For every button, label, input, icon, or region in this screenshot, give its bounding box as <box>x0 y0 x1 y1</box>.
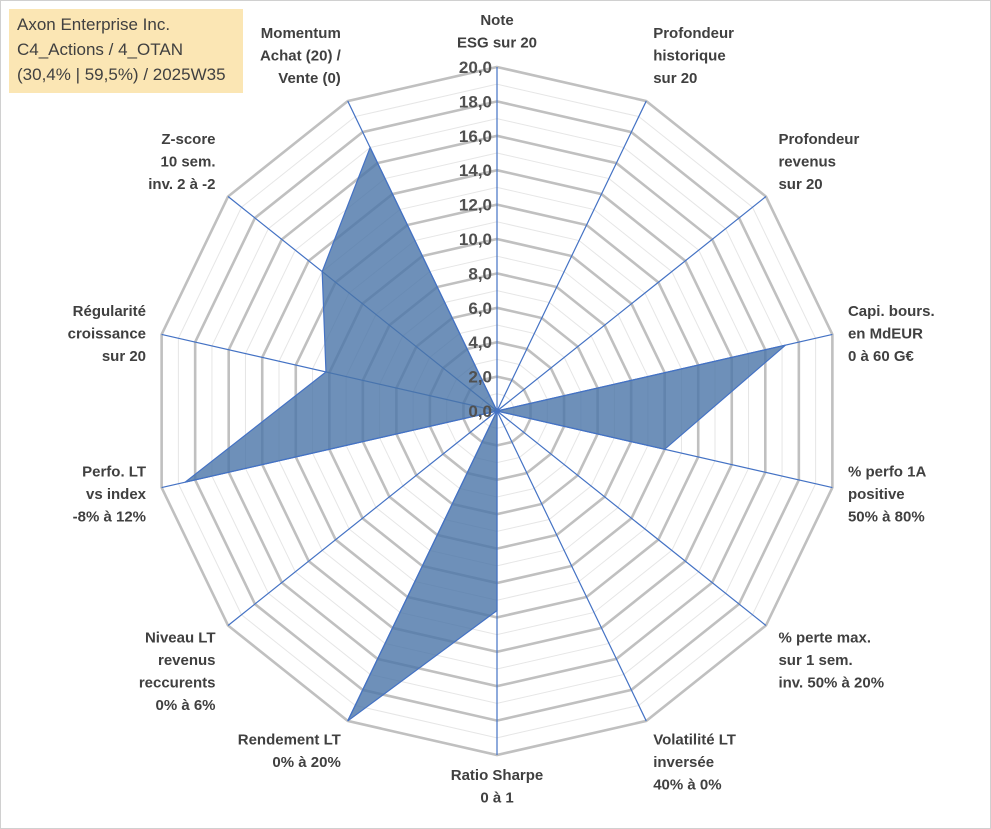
axis-label-line: Vente (0) <box>278 70 341 87</box>
tick-label: 14,0 <box>459 161 492 180</box>
axis-label: Volatilité LT inversée 40% à 0% <box>653 731 736 793</box>
axis-label-line: 50% à 80% <box>848 508 925 525</box>
axis-label-line: historique <box>653 48 726 65</box>
title-line-2: C4_Actions / 4_OTAN <box>17 40 183 59</box>
spoke-line <box>496 410 767 626</box>
axis-label-line: 40% à 0% <box>653 776 721 793</box>
axis-label-line: -8% à 12% <box>73 508 146 525</box>
axis-label-line: croissance <box>68 326 146 343</box>
axis-label: Rendement LT 0% à 20% <box>238 731 341 771</box>
axis-label: % perte max. sur 1 sem. inv. 50% à 20% <box>778 629 884 691</box>
axis-label-line: Note <box>480 12 513 29</box>
axis-label: Profondeur historique sur 20 <box>653 25 734 87</box>
axis-label-line: Rendement LT <box>238 731 341 748</box>
tick-label: 16,0 <box>459 127 492 146</box>
axis-label-line: Achat (20) / <box>260 48 342 65</box>
axis-label-line: % perte max. <box>778 629 871 646</box>
axis-label-line: vs index <box>86 486 147 503</box>
axis-label-line: Perfo. LT <box>82 463 146 480</box>
axis-label-line: % perfo 1A <box>848 463 927 480</box>
spoke-line <box>496 100 647 412</box>
axis-label: Niveau LT revenus reccurents 0% à 6% <box>139 629 216 714</box>
axis-label: Ratio Sharpe 0 à 1 <box>451 767 544 807</box>
axis-label-line: sur 20 <box>102 348 146 365</box>
axis-label-line: en MdEUR <box>848 326 923 343</box>
axis-label: Perfo. LT vs index -8% à 12% <box>73 463 147 525</box>
axis-label: Profondeur revenus sur 20 <box>778 131 859 193</box>
title-line-3: (30,4% | 59,5%) / 2025W35 <box>17 65 226 84</box>
series-layer <box>184 146 786 722</box>
axis-label-line: 0 à 60 G€ <box>848 348 915 365</box>
axis-label-line: inv. 2 à -2 <box>148 176 215 193</box>
axis-label-line: sur 20 <box>653 70 697 87</box>
axis-label: Z-score 10 sem. inv. 2 à -2 <box>148 131 215 193</box>
axis-label-line: Régularité <box>73 303 146 320</box>
spoke-line <box>496 196 767 412</box>
tick-label: 0,0 <box>468 402 492 421</box>
axis-label: Momentum Achat (20) / Vente (0) <box>260 25 342 87</box>
tick-label: 6,0 <box>468 299 492 318</box>
axis-label-line: 0 à 1 <box>480 790 513 807</box>
axis-label-line: Ratio Sharpe <box>451 767 544 784</box>
axis-label: Note ESG sur 20 <box>457 12 537 52</box>
axis-label-line: inv. 50% à 20% <box>778 674 884 691</box>
title-line-1: Axon Enterprise Inc. <box>17 15 171 34</box>
axis-label: % perfo 1A positive 50% à 80% <box>848 463 927 525</box>
axis-label-line: ESG sur 20 <box>457 35 537 52</box>
tick-label: 20,0 <box>459 58 492 77</box>
axis-label-line: reccurents <box>139 674 216 691</box>
axis-label-line: Momentum <box>261 25 341 42</box>
axis-label-layer: Note ESG sur 20 Profondeur historique sur 20… <box>68 12 935 807</box>
axis-label: Régularité croissance sur 20 <box>68 303 146 365</box>
spoke-line <box>227 410 498 626</box>
title-box: Axon Enterprise Inc. C4_Actions / 4_OTAN… <box>9 9 243 93</box>
axis-label-line: Profondeur <box>653 25 734 42</box>
axis-label-line: Capi. bours. <box>848 303 935 320</box>
axis-label-line: 10 sem. <box>160 154 215 171</box>
tick-label: 2,0 <box>468 368 492 387</box>
spoke-line <box>496 410 647 722</box>
tick-label: 12,0 <box>459 196 492 215</box>
axis-label-line: Volatilité LT <box>653 731 736 748</box>
axis-label-line: Profondeur <box>778 131 859 148</box>
tick-layer: 0,0 2,0 4,0 6,0 8,0 10,0 12,0 14,0 16,0 18,0 20,0 <box>459 58 492 421</box>
tick-label: 10,0 <box>459 230 492 249</box>
axis-label-line: sur 1 sem. <box>778 652 852 669</box>
tick-label: 8,0 <box>468 264 492 283</box>
axis-label-line: revenus <box>778 154 836 171</box>
tick-label: 4,0 <box>468 333 492 352</box>
tick-label: 18,0 <box>459 92 492 111</box>
axis-label-line: Z-score <box>161 131 215 148</box>
axis-label-line: revenus <box>158 652 216 669</box>
axis-label-line: inversée <box>653 754 714 771</box>
axis-label-line: positive <box>848 486 905 503</box>
axis-label-line: sur 20 <box>778 176 822 193</box>
series-area <box>184 146 786 722</box>
axis-label-line: Niveau LT <box>145 629 216 646</box>
axis-label: Capi. bours. en MdEUR 0 à 60 G€ <box>848 303 935 365</box>
axis-label-line: 0% à 6% <box>155 697 215 714</box>
axis-label-line: 0% à 20% <box>272 754 340 771</box>
